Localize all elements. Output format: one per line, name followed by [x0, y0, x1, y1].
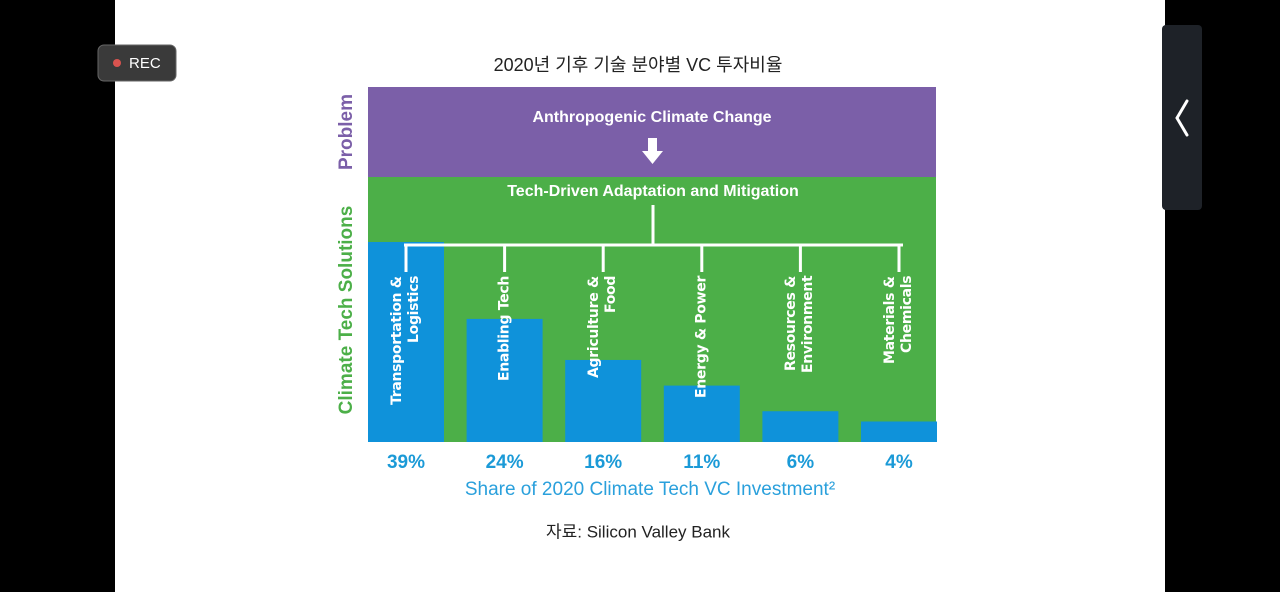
rec-dot [113, 59, 121, 67]
slide-source: 자료: Silicon Valley Bank [546, 522, 731, 541]
value-label: 16% [584, 452, 622, 473]
slide-title: 2020년 기후 기술 분야별 VC 투자비율 [494, 55, 783, 75]
solutions-text: Tech-Driven Adaptation and Mitigation [507, 183, 799, 200]
rec-button[interactable] [97, 44, 177, 82]
x-axis-label: Share of 2020 Climate Tech VC Investment… [465, 479, 835, 500]
problem-label: Problem [336, 94, 357, 170]
value-label: 11% [683, 452, 720, 473]
bars [368, 242, 937, 442]
bar [762, 411, 839, 442]
category-label: Agriculture & Food [586, 276, 620, 378]
solutions-label: Climate Tech Solutions [336, 206, 357, 415]
value-label: 39% [387, 452, 425, 473]
bar [663, 385, 740, 442]
tree-lines [404, 205, 903, 272]
category-label: Energy & Power [693, 276, 710, 399]
value-label: 6% [787, 452, 815, 473]
category-label: Materials & Chemicals [882, 276, 915, 364]
value-label: 24% [486, 452, 524, 473]
category-label: Resources & Environment [783, 276, 817, 374]
bar [565, 359, 642, 442]
problem-band [368, 87, 936, 177]
problem-text: Anthropogenic Climate Change [532, 109, 771, 126]
down-arrow [642, 138, 663, 164]
value-label: 4% [885, 452, 913, 473]
side-panel[interactable] [1162, 25, 1202, 210]
rec-label: REC [129, 55, 161, 72]
bar [466, 318, 543, 442]
chevron-icon [1175, 99, 1189, 137]
bar [861, 421, 937, 442]
bar [368, 242, 444, 442]
category-label: Transportation & Logistics [389, 276, 422, 405]
category-label: Enabling Tech [496, 276, 513, 382]
